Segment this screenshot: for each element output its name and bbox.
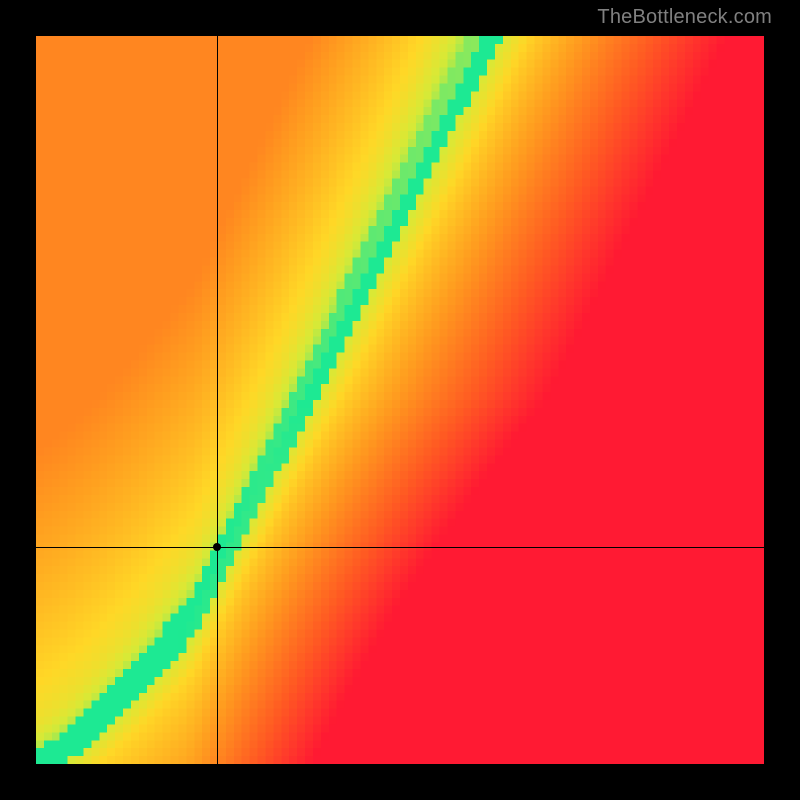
heatmap-plot bbox=[36, 36, 764, 764]
watermark-text: TheBottleneck.com bbox=[597, 6, 772, 29]
heatmap-canvas bbox=[36, 36, 764, 764]
chart-container: TheBottleneck.com bbox=[0, 0, 800, 800]
crosshair-vertical bbox=[217, 36, 218, 764]
crosshair-horizontal bbox=[36, 547, 764, 548]
crosshair-marker bbox=[213, 543, 221, 551]
